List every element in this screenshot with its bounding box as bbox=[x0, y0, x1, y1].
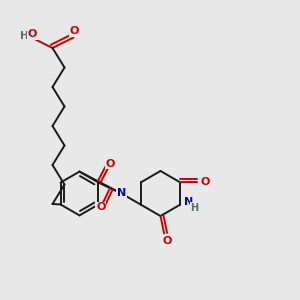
Text: O: O bbox=[200, 177, 210, 187]
Text: N: N bbox=[117, 188, 126, 199]
Text: H: H bbox=[190, 203, 198, 213]
Text: O: O bbox=[28, 29, 37, 39]
Text: O: O bbox=[96, 202, 106, 212]
Text: H: H bbox=[20, 31, 28, 41]
Text: O: O bbox=[106, 158, 115, 169]
Text: N: N bbox=[184, 197, 194, 207]
Text: O: O bbox=[69, 26, 79, 36]
Text: O: O bbox=[162, 236, 172, 246]
